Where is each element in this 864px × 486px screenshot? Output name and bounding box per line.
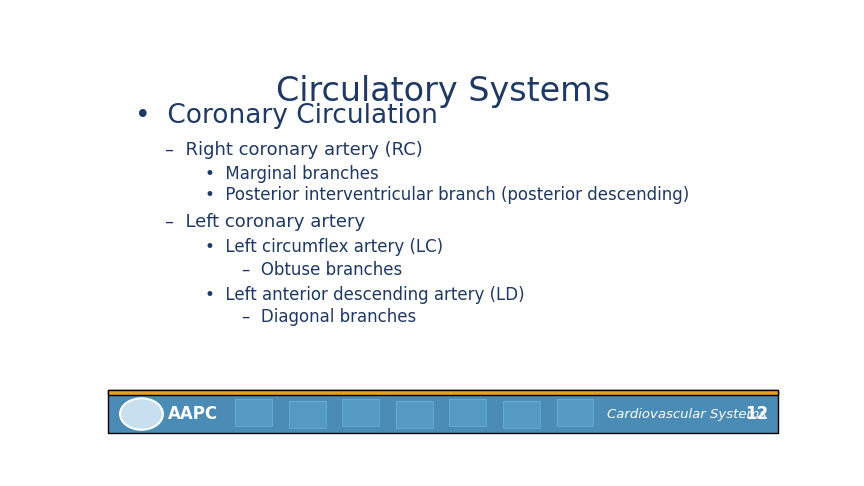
Text: •  Posterior interventricular branch (posterior descending): • Posterior interventricular branch (pos… [205,186,689,204]
Bar [235,399,272,426]
Text: –  Right coronary artery (RC): – Right coronary artery (RC) [165,141,422,159]
Text: •  Coronary Circulation: • Coronary Circulation [135,104,438,129]
Bar [449,399,486,426]
Bar [342,399,379,426]
Text: –  Obtuse branches: – Obtuse branches [242,261,402,279]
FancyBboxPatch shape [108,389,778,396]
Text: –  Left coronary artery: – Left coronary artery [165,213,365,231]
Bar [503,401,540,428]
Bar [396,401,433,428]
Text: Circulatory Systems: Circulatory Systems [276,75,610,108]
Bar [235,399,272,426]
Bar [556,399,594,426]
Bar [289,401,326,428]
Bar [289,401,326,428]
Text: Cardiovascular Systems: Cardiovascular Systems [607,408,766,420]
Text: •  Left anterior descending artery (LD): • Left anterior descending artery (LD) [205,286,524,304]
Bar [342,399,379,426]
Bar [396,401,433,428]
Bar [449,399,486,426]
Text: 12: 12 [746,405,769,423]
Bar [556,399,594,426]
Text: AAPC: AAPC [168,405,219,423]
Bar [503,401,540,428]
Text: •  Left circumflex artery (LC): • Left circumflex artery (LC) [205,238,443,256]
Text: –  Diagonal branches: – Diagonal branches [242,308,416,326]
Ellipse shape [120,399,163,430]
FancyBboxPatch shape [108,389,778,433]
Text: •  Marginal branches: • Marginal branches [205,165,378,183]
